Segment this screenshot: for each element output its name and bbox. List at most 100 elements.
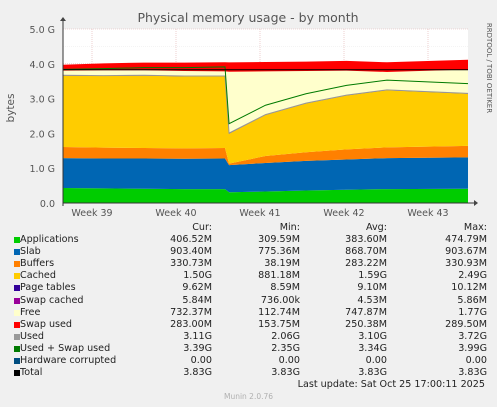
legend-row: Hardware corrupted 0.00 0.00 0.00 0.00 (12, 355, 487, 367)
legend-row: Slab 903.40M 775.36M 868.70M 903.67M (12, 246, 487, 258)
legend-avg: 9.10M (357, 282, 387, 294)
legend-avg: 868.70M (345, 246, 387, 258)
legend-table: Cur: Min: Avg: Max: Applications 406.52M 3… (12, 222, 487, 379)
legend-min: 112.74M (258, 306, 300, 318)
legend-swatch (14, 345, 20, 352)
legend-swatch (14, 285, 20, 292)
legend-swatch (14, 309, 20, 316)
legend-avg: 747.87M (345, 306, 387, 318)
legend-name: Cached (20, 270, 56, 282)
legend-name: Total (20, 367, 43, 379)
area-swap-used (63, 59, 468, 73)
legend-avg: 3.83G (358, 367, 387, 379)
legend-avg: 0.00 (365, 355, 387, 367)
legend-min: 736.00k (260, 294, 300, 306)
legend-row: Buffers 330.73M 38.19M 283.22M 330.93M (12, 258, 487, 270)
line-used-swap-used (62, 66, 469, 125)
line-series (62, 66, 469, 134)
legend-name: Swap used (20, 318, 73, 330)
legend-name: Buffers (20, 258, 55, 270)
last-update: Last update: Sat Oct 25 17:00:11 2025 (297, 379, 485, 390)
legend-row: Applications 406.52M 309.59M 383.60M 474.79M (12, 234, 487, 246)
legend-max: 330.93M (445, 258, 487, 270)
legend-cur: 1.50G (183, 270, 212, 282)
legend-row: Cached 1.50G 881.18M 1.59G 2.49G (12, 270, 487, 282)
legend-min: 2.06G (271, 330, 300, 342)
y-axis-arrow (60, 17, 66, 21)
area-cached (63, 75, 468, 164)
legend-swatch (14, 237, 20, 244)
legend-max: 10.12M (451, 282, 487, 294)
header-max: Max: (463, 222, 487, 233)
legend-avg: 3.10G (358, 330, 387, 342)
legend-max: 903.67M (445, 246, 487, 258)
y-tick-label-4: 4.0 G (30, 60, 56, 71)
legend-max: 0.00 (465, 355, 487, 367)
legend-min: 38.19M (264, 258, 300, 270)
legend-avg: 1.59G (358, 270, 387, 282)
legend-cur: 0.00 (190, 355, 212, 367)
legend-swatch (14, 333, 20, 340)
legend-row: Used 3.11G 2.06G 3.10G 3.72G (12, 331, 487, 343)
legend-header-row: Cur: Min: Avg: Max: (12, 222, 487, 234)
legend-avg: 3.34G (358, 342, 387, 354)
legend-min: 309.59M (258, 234, 300, 246)
legend-min: 8.59M (270, 282, 300, 294)
y-tick-label-2: 2.0 G (30, 129, 56, 140)
legend-cur: 903.40M (170, 246, 212, 258)
legend-min: 153.75M (258, 318, 300, 330)
legend-min: 0.00 (278, 355, 300, 367)
area-free (63, 69, 468, 134)
legend-cur: 283.00M (170, 318, 212, 330)
legend-name: Free (20, 306, 41, 318)
legend-cur: 732.37M (170, 306, 212, 318)
legend-cur: 9.62M (182, 282, 212, 294)
legend-swatch (14, 358, 20, 365)
legend-swatch (14, 249, 20, 256)
legend-row: Used + Swap used 3.39G 2.35G 3.34G 3.99G (12, 343, 487, 355)
area-applications (63, 188, 468, 203)
legend-swatch (14, 321, 20, 328)
footer-version: Munin 2.0.76 (223, 392, 274, 401)
legend-max: 3.72G (458, 330, 487, 342)
x-tick-label-week42: Week 42 (323, 208, 364, 219)
legend-min: 881.18M (258, 270, 300, 282)
legend-swatch (14, 297, 20, 304)
legend-row: Swap cached 5.84M 736.00k 4.53M 5.86M (12, 295, 487, 307)
x-tick-label-week40: Week 40 (155, 208, 196, 219)
legend-name: Page tables (20, 282, 76, 294)
legend-max: 3.99G (458, 342, 487, 354)
legend-cur: 406.52M (170, 234, 212, 246)
legend-name: Swap cached (20, 294, 84, 306)
axes (60, 17, 478, 206)
legend-max: 474.79M (445, 234, 487, 246)
y-axis-label: bytes (5, 94, 17, 123)
legend-name: Hardware corrupted (20, 355, 117, 367)
legend-avg: 4.53M (357, 294, 387, 306)
legend-max: 289.50M (445, 318, 487, 330)
legend-row: Swap used 283.00M 153.75M 250.38M 289.50M (12, 319, 487, 331)
header-avg: Avg: (365, 222, 387, 233)
legend-rows: Applications 406.52M 309.59M 383.60M 474.79M… (12, 234, 487, 379)
legend-max: 2.49G (458, 270, 487, 282)
legend-row: Page tables 9.62M 8.59M 9.10M 10.12M (12, 282, 487, 294)
x-axis-arrow (474, 200, 478, 206)
x-tick-label-week39: Week 39 (71, 208, 112, 219)
area-slab (63, 157, 468, 193)
legend-cur: 3.11G (183, 330, 212, 342)
y-tick-label-1: 1.0 G (30, 164, 56, 175)
area-buffers (63, 145, 468, 166)
x-tick-label-week41: Week 41 (239, 208, 280, 219)
legend-min: 2.35G (271, 342, 300, 354)
x-tick-label-week43: Week 43 (407, 208, 448, 219)
legend-cur: 330.73M (170, 258, 212, 270)
legend-min: 3.83G (271, 367, 300, 379)
chart-title: Physical memory usage - by month (137, 10, 358, 25)
y-tick-label-3: 3.0 G (30, 95, 56, 106)
y-tick-label-5: 5.0 G (30, 25, 56, 36)
header-min: Min: (279, 222, 300, 233)
legend-cur: 3.83G (183, 367, 212, 379)
header-cur: Cur: (192, 222, 212, 233)
legend-cur: 3.39G (183, 342, 212, 354)
